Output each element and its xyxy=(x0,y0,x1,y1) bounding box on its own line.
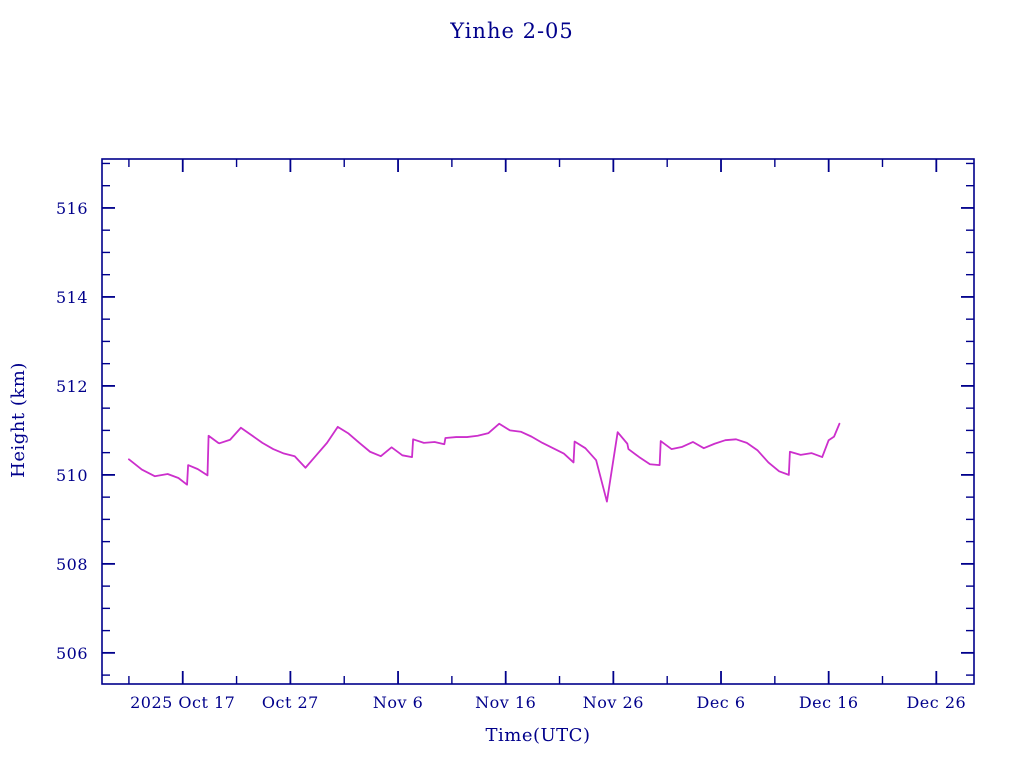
x-axis-title: Time(UTC) xyxy=(486,725,591,746)
y-tick-label: 510 xyxy=(56,466,88,485)
y-tick-label: 508 xyxy=(56,555,88,574)
x-tick-label: Dec 6 xyxy=(696,693,745,712)
y-tick-label: 514 xyxy=(56,288,88,307)
x-axis-ticks xyxy=(128,159,938,684)
x-tick-label: Nov 26 xyxy=(583,693,644,712)
y-tick-label: 516 xyxy=(56,199,88,218)
chart-title: Yinhe 2-05 xyxy=(449,19,574,43)
y-axis-title: Height (km) xyxy=(8,362,29,478)
x-tick-label: Dec 26 xyxy=(906,693,966,712)
y-tick-label: 506 xyxy=(56,644,88,663)
x-tick-label: Oct 27 xyxy=(262,693,319,712)
y-tick-label: 512 xyxy=(56,377,88,396)
y-axis-ticks xyxy=(102,162,974,676)
x-tick-label: Nov 6 xyxy=(373,693,423,712)
x-tick-label: 2025 Oct 17 xyxy=(130,693,235,712)
x-tick-label: Dec 16 xyxy=(799,693,859,712)
x-axis-tick-labels: 2025 Oct 17 Oct 27 Nov 6 Nov 16 Nov 26 Dec 6 D… xyxy=(130,693,966,712)
height-series-line xyxy=(128,422,841,503)
plot-frame xyxy=(101,158,975,685)
x-tick-label: Nov 16 xyxy=(475,693,536,712)
y-axis-tick-labels: 506 508 510 512 514 516 xyxy=(56,199,88,663)
